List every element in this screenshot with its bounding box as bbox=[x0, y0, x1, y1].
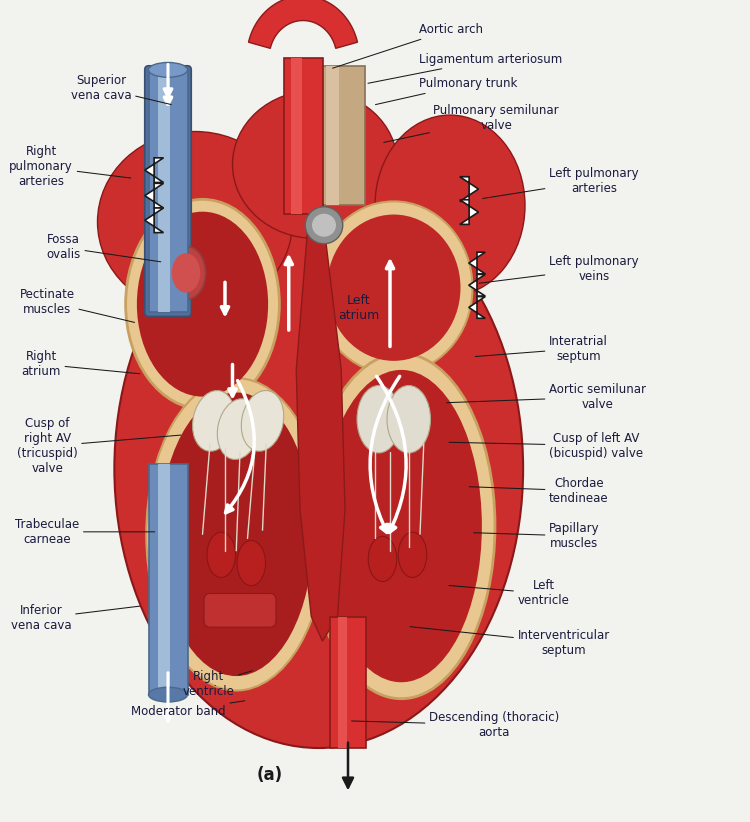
Ellipse shape bbox=[357, 386, 401, 453]
Ellipse shape bbox=[237, 541, 266, 585]
Polygon shape bbox=[145, 208, 164, 233]
Text: Moderator band: Moderator band bbox=[131, 701, 244, 718]
Text: Fossa
ovalis: Fossa ovalis bbox=[46, 233, 160, 262]
Text: Right
atrium: Right atrium bbox=[22, 350, 140, 378]
Bar bbox=[291, 58, 302, 214]
Text: Cusp of
right AV
(tricuspid)
valve: Cusp of right AV (tricuspid) valve bbox=[16, 418, 181, 475]
Ellipse shape bbox=[207, 533, 236, 577]
Ellipse shape bbox=[166, 246, 206, 300]
Ellipse shape bbox=[315, 201, 472, 374]
Text: Interatrial
septum: Interatrial septum bbox=[476, 335, 608, 363]
Text: Right
pulmonary
arteries: Right pulmonary arteries bbox=[9, 145, 130, 188]
Polygon shape bbox=[296, 214, 345, 641]
Ellipse shape bbox=[312, 214, 336, 237]
Text: (a): (a) bbox=[257, 766, 283, 784]
Text: Aortic arch: Aortic arch bbox=[333, 23, 482, 68]
Polygon shape bbox=[460, 200, 478, 224]
FancyBboxPatch shape bbox=[204, 593, 276, 627]
Bar bbox=[330, 616, 366, 748]
Text: Cusp of left AV
(bicuspid) valve: Cusp of left AV (bicuspid) valve bbox=[449, 432, 643, 459]
Ellipse shape bbox=[232, 90, 398, 238]
Text: Chordae
tendineae: Chordae tendineae bbox=[470, 477, 609, 505]
Bar bbox=[338, 616, 346, 748]
Text: Left pulmonary
arteries: Left pulmonary arteries bbox=[483, 167, 638, 198]
Ellipse shape bbox=[114, 189, 524, 748]
Ellipse shape bbox=[242, 390, 284, 451]
Bar bbox=[158, 70, 170, 312]
Ellipse shape bbox=[368, 537, 397, 582]
Ellipse shape bbox=[148, 687, 188, 702]
Ellipse shape bbox=[159, 393, 314, 676]
Text: Descending (thoracic)
aorta: Descending (thoracic) aorta bbox=[352, 711, 560, 739]
Text: Trabeculae
carneae: Trabeculae carneae bbox=[15, 518, 154, 546]
Polygon shape bbox=[469, 275, 485, 296]
Text: Left
atrium: Left atrium bbox=[338, 294, 379, 322]
Ellipse shape bbox=[305, 207, 343, 244]
Ellipse shape bbox=[172, 253, 200, 293]
Ellipse shape bbox=[327, 215, 460, 361]
Ellipse shape bbox=[148, 62, 188, 77]
Text: Pulmonary trunk: Pulmonary trunk bbox=[376, 77, 517, 104]
Text: Papillary
muscles: Papillary muscles bbox=[474, 522, 600, 550]
Text: Right
ventricle: Right ventricle bbox=[182, 670, 252, 698]
Bar bbox=[158, 464, 170, 695]
Text: Interventricular
septum: Interventricular septum bbox=[410, 626, 610, 657]
Polygon shape bbox=[469, 252, 485, 274]
Text: Superior
vena cava: Superior vena cava bbox=[71, 74, 171, 104]
Ellipse shape bbox=[136, 211, 268, 396]
Text: Inferior
vena cava: Inferior vena cava bbox=[11, 604, 140, 632]
Ellipse shape bbox=[375, 115, 525, 296]
Text: Ligamentum arteriosum: Ligamentum arteriosum bbox=[368, 53, 562, 83]
Text: Left
ventricle: Left ventricle bbox=[449, 580, 569, 607]
Text: Pulmonary semilunar
valve: Pulmonary semilunar valve bbox=[384, 104, 559, 142]
Ellipse shape bbox=[217, 399, 259, 459]
Text: Pectinate
muscles: Pectinate muscles bbox=[20, 288, 134, 322]
Polygon shape bbox=[469, 297, 485, 318]
Polygon shape bbox=[145, 183, 164, 208]
Bar bbox=[326, 66, 339, 206]
Text: Left pulmonary
veins: Left pulmonary veins bbox=[479, 255, 638, 284]
Ellipse shape bbox=[308, 353, 495, 699]
Ellipse shape bbox=[398, 533, 427, 577]
Bar bbox=[284, 58, 322, 214]
Bar bbox=[148, 70, 188, 312]
Polygon shape bbox=[248, 0, 358, 48]
Ellipse shape bbox=[98, 132, 292, 312]
Bar bbox=[316, 66, 365, 206]
Polygon shape bbox=[145, 158, 164, 182]
Ellipse shape bbox=[146, 378, 326, 690]
Ellipse shape bbox=[321, 370, 482, 682]
Ellipse shape bbox=[125, 199, 279, 409]
Ellipse shape bbox=[387, 386, 430, 453]
Polygon shape bbox=[460, 177, 478, 201]
Ellipse shape bbox=[193, 390, 235, 451]
FancyBboxPatch shape bbox=[145, 66, 191, 316]
Text: Aortic semilunar
valve: Aortic semilunar valve bbox=[447, 383, 646, 411]
Bar bbox=[148, 464, 188, 695]
